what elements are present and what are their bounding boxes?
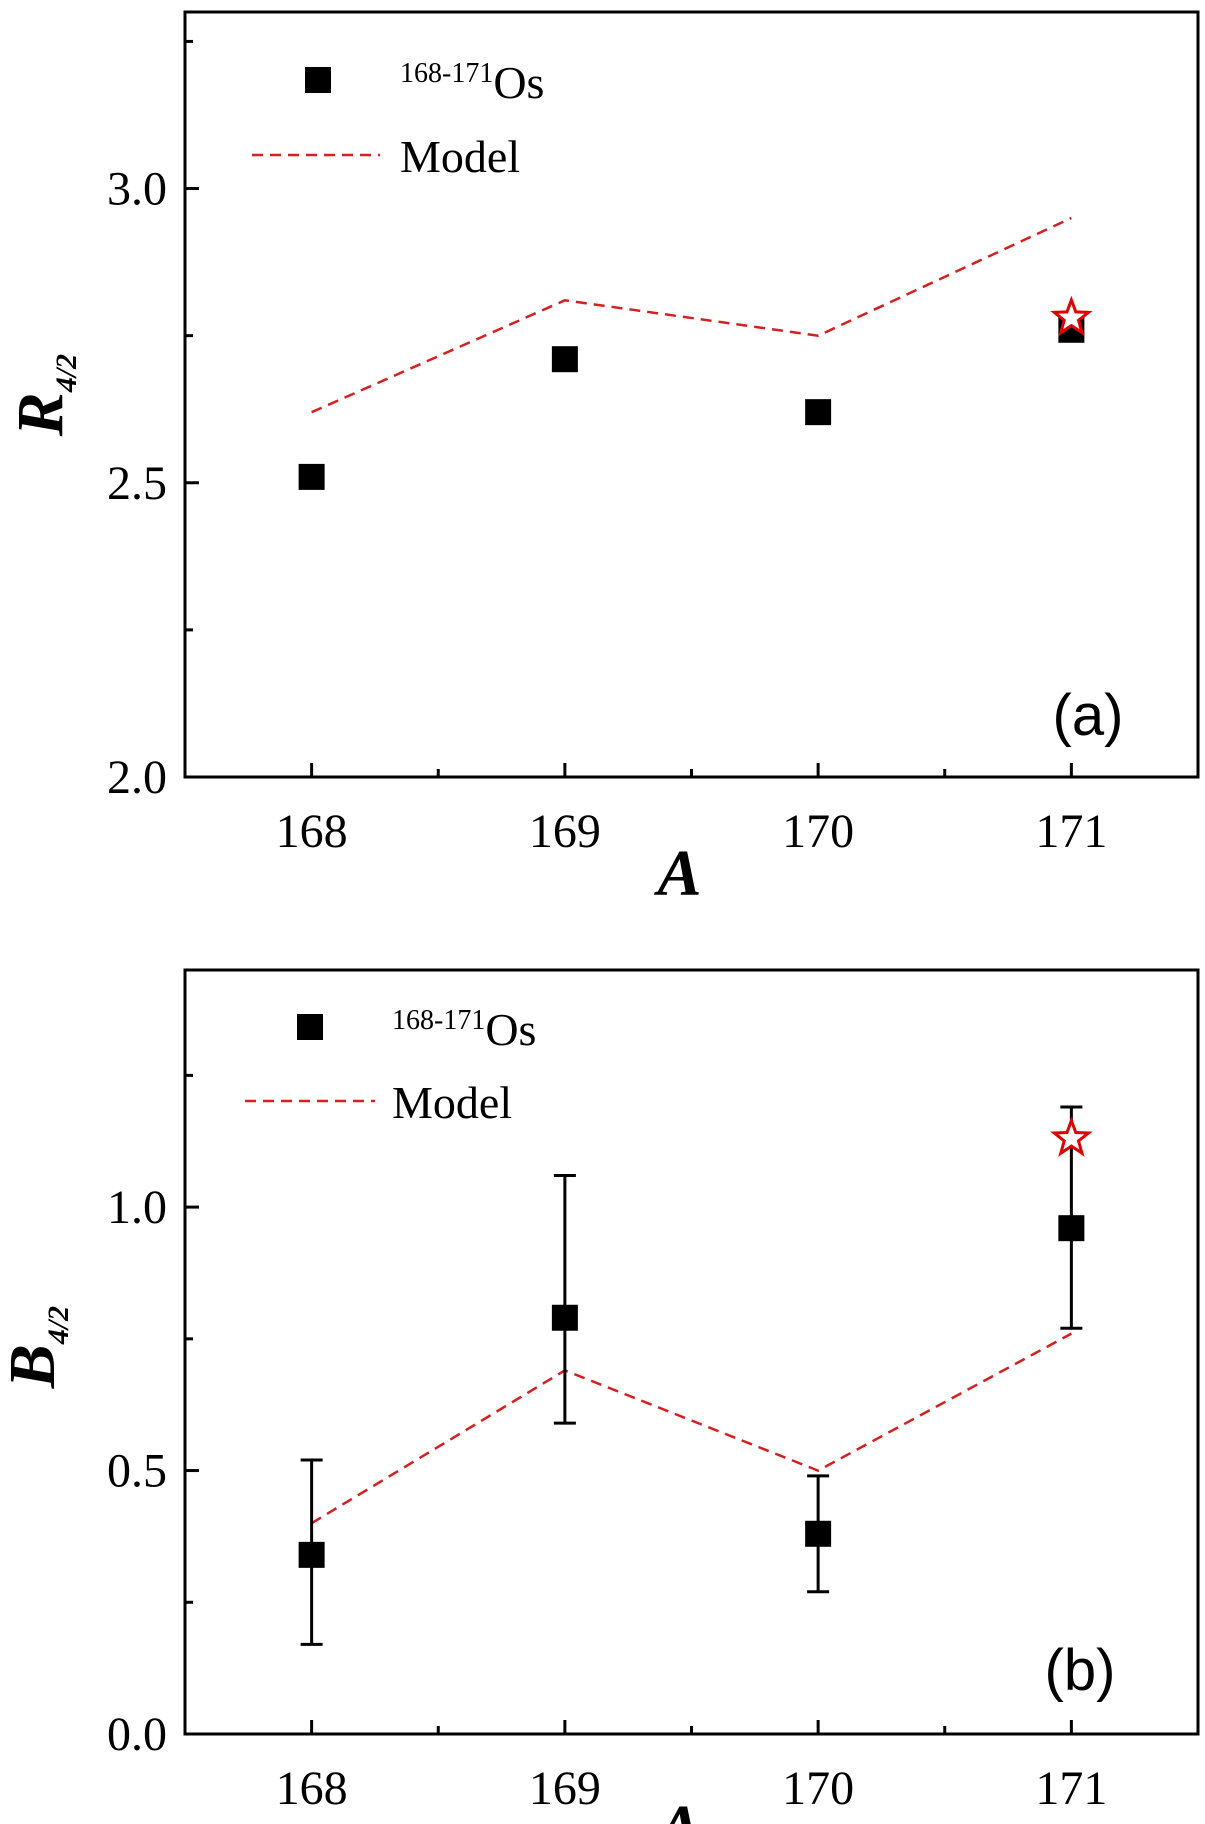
- x-tick-label: 171: [1035, 1762, 1107, 1815]
- legend-square-marker: [297, 1014, 323, 1040]
- panel-a: 168 169 170 171 2.0 2.5 3.0 A R4/2 168-171Os Model…: [4, 10, 1200, 910]
- y-axis-label-main: R: [4, 392, 77, 437]
- y-axis-label: R4/2: [4, 354, 83, 437]
- model-line: [311, 216, 1072, 414]
- legend-model-label: Model: [392, 1077, 512, 1128]
- panel-b: 168 169 170 171 0.0 0.5 1.0 A B4/2 168-171Os Model…: [0, 968, 1200, 1824]
- y-axis-label-main: B: [0, 1344, 69, 1389]
- legend-model-label: Model: [400, 131, 520, 182]
- panel-label: (a): [1053, 683, 1124, 748]
- data-point-square: [805, 1520, 832, 1547]
- data-point-square: [298, 463, 325, 490]
- y-axis-label-subscript: 4/2: [42, 1306, 75, 1345]
- data-point-square: [805, 399, 832, 426]
- y-tick-label: 3.0: [107, 163, 167, 216]
- x-tick-label: 171: [1035, 805, 1107, 858]
- star-marker: [1050, 1116, 1093, 1157]
- x-axis-label: A: [653, 837, 701, 910]
- x-tick-label: 169: [529, 805, 601, 858]
- x-tick-label: 170: [782, 805, 854, 858]
- plot-frame: [183, 968, 1200, 1736]
- data-point-square: [298, 1541, 325, 1568]
- y-axis-label-subscript: 4/2: [50, 354, 83, 393]
- model-line: [310, 1332, 1072, 1525]
- legend-data-label-superscript: 168-171: [392, 1005, 485, 1036]
- y-tick-label: 0.0: [107, 1708, 167, 1761]
- legend-square-marker: [305, 67, 331, 93]
- data-point-square: [551, 1304, 578, 1331]
- y-axis-label: B4/2: [0, 1306, 75, 1389]
- x-tick-label: 169: [529, 1762, 601, 1815]
- data-point-square: [1058, 1215, 1085, 1242]
- plot-frame: [183, 10, 1200, 779]
- x-tick-label: 170: [782, 1762, 854, 1815]
- legend-data-label-main: Os: [485, 1004, 536, 1055]
- legend-data-label: 168-171Os: [392, 1004, 536, 1055]
- legend-data-label: 168-171Os: [400, 57, 544, 108]
- data-point-square: [551, 346, 578, 373]
- legend-data-label-superscript: 168-171: [400, 58, 493, 89]
- x-tick-label: 168: [276, 805, 348, 858]
- star-marker: [1050, 295, 1093, 337]
- y-tick-label: 1.0: [107, 1181, 167, 1234]
- y-tick-label: 2.5: [107, 457, 167, 510]
- x-axis-label: A: [653, 1792, 701, 1824]
- panel-label: (b): [1045, 1638, 1116, 1703]
- y-tick-label: 0.5: [107, 1445, 167, 1498]
- y-tick-label: 2.0: [107, 751, 167, 804]
- legend-data-label-main: Os: [493, 57, 544, 108]
- x-tick-label: 168: [276, 1762, 348, 1815]
